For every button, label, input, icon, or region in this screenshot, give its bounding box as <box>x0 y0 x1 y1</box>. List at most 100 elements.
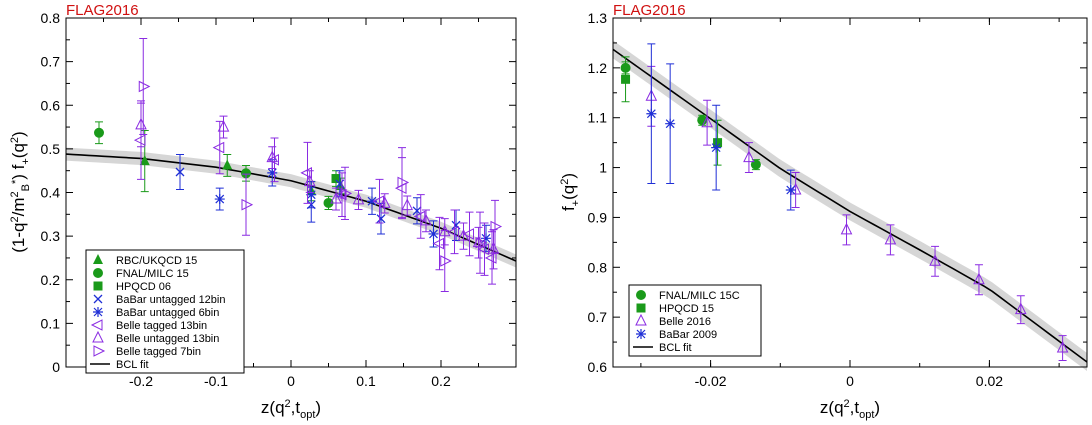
left-legend-marker <box>90 319 103 331</box>
left-error-bar <box>465 211 474 257</box>
left-data-point <box>138 80 151 93</box>
right-panel: FLAG2016 -0.02 0 0.02 0.6 0.7 0.8 0.9 1 1.1 1.2 1… <box>559 2 1088 421</box>
right-legend-label: BaBar 2009 <box>659 329 717 341</box>
left-data-point <box>222 159 233 170</box>
right-series-hpqcd-15 <box>621 56 723 166</box>
left-legend-label: HPQCD 06 <box>116 281 171 293</box>
left-data-point <box>214 194 225 205</box>
left-error-bar <box>219 115 228 139</box>
right-x-ticks: -0.02 0 0.02 <box>640 18 1060 389</box>
left-y-ticks: 0 0.1 0.2 0.3 0.4 0.5 0.6 0.7 0.8 <box>41 10 516 375</box>
left-data-point <box>484 252 497 264</box>
right-legend-marker <box>636 303 646 313</box>
right-y-tick-label: 0.8 <box>588 259 608 275</box>
left-error-bar <box>480 222 489 276</box>
left-data-point <box>420 213 432 226</box>
left-x-tick-label: -0.2 <box>129 373 153 389</box>
left-data-point <box>376 214 386 224</box>
right-data-point <box>929 254 941 266</box>
right-error-bar <box>703 99 712 146</box>
left-data-point <box>397 176 410 189</box>
left-data-point <box>139 155 150 166</box>
right-y-axis-label: f+(q2) <box>559 173 582 211</box>
left-y-tick-label: 0.6 <box>41 97 61 113</box>
right-y-tick-label: 0.7 <box>588 309 608 325</box>
left-data-point <box>457 229 470 241</box>
left-y-tick-label: 0.8 <box>41 10 61 26</box>
left-error-bar <box>459 222 468 250</box>
left-data-point <box>330 191 342 204</box>
right-y-tick-label: 0.6 <box>588 359 608 375</box>
left-legend-label: Belle tagged 13bin <box>116 320 207 332</box>
left-data-point <box>401 198 414 211</box>
left-data-point <box>440 255 452 267</box>
left-data-point <box>340 187 353 200</box>
right-data-point <box>840 222 853 235</box>
left-y-tick-label: 0.5 <box>41 141 61 157</box>
left-legend-marker <box>93 268 103 278</box>
left-x-axis-label: z(q2,topt) <box>261 398 321 421</box>
left-fit-band <box>66 147 516 268</box>
left-error-bar <box>303 141 312 204</box>
left-data-point <box>241 198 254 211</box>
right-series-belle-2016 <box>645 65 1069 362</box>
right-x-tick-label: -0.02 <box>695 373 727 389</box>
left-error-bar <box>491 199 499 254</box>
right-x-tick-label: 0.02 <box>976 373 1003 389</box>
left-error-bar <box>270 137 279 183</box>
right-error-bar <box>886 224 895 256</box>
left-data-point <box>306 189 317 200</box>
left-error-bar <box>435 216 444 271</box>
left-error-bar <box>474 226 483 259</box>
left-error-bar <box>422 209 430 233</box>
left-legend-label: BCL fit <box>116 359 149 371</box>
right-y-tick-label: 1.1 <box>588 110 608 126</box>
left-legend-marker <box>93 307 103 317</box>
right-error-bar <box>931 245 940 277</box>
right-legend-label: FNAL/MILC 15C <box>659 290 740 302</box>
right-data-point <box>743 150 755 163</box>
right-error-bar <box>744 142 753 174</box>
left-error-bar <box>398 147 406 218</box>
right-legend-marker <box>635 313 647 326</box>
right-error-bar <box>1058 335 1067 362</box>
right-data-point <box>1056 340 1069 353</box>
right-legend-label: HPQCD 15 <box>659 303 714 315</box>
right-series-babar-2009 <box>646 43 796 211</box>
right-data-point <box>750 159 761 170</box>
left-legend-label: BaBar untagged 6bin <box>116 307 219 319</box>
right-legend-marker <box>636 290 646 300</box>
right-y-tick-label: 1.2 <box>588 60 608 76</box>
right-legend-marker <box>636 329 646 339</box>
left-legend-label: BaBar untagged 12bin <box>116 294 225 306</box>
right-y-tick-label: 1.3 <box>588 10 608 26</box>
right-error-bar <box>974 264 983 296</box>
left-legend-label: RBC/UKQCD 15 <box>116 255 197 267</box>
right-watermark: FLAG2016 <box>613 2 686 19</box>
left-y-tick-label: 0 <box>52 359 60 375</box>
left-y-tick-label: 0.1 <box>41 315 61 331</box>
left-error-bar <box>268 146 277 170</box>
right-data-point <box>789 182 802 195</box>
left-x-tick-label: 0.2 <box>431 373 451 389</box>
left-legend-box <box>85 249 245 374</box>
left-legend-marker <box>93 345 106 357</box>
right-plot-area <box>612 40 1088 371</box>
left-watermark: FLAG2016 <box>66 2 139 19</box>
right-fit-line <box>612 48 1088 363</box>
left-data-point <box>378 196 391 208</box>
left-data-point <box>267 167 278 178</box>
left-data-point <box>323 197 334 208</box>
left-data-point <box>490 220 503 233</box>
right-error-bar <box>1016 295 1025 325</box>
left-series-belle-tagged-7bin <box>138 38 503 293</box>
left-data-point <box>212 141 225 154</box>
left-data-point <box>372 195 384 208</box>
right-x-tick-label: 0 <box>846 373 854 389</box>
left-error-bar <box>139 38 148 135</box>
left-data-point <box>175 167 185 177</box>
left-legend-label: Belle untagged 13bin <box>116 333 219 345</box>
left-error-bar <box>332 187 340 211</box>
